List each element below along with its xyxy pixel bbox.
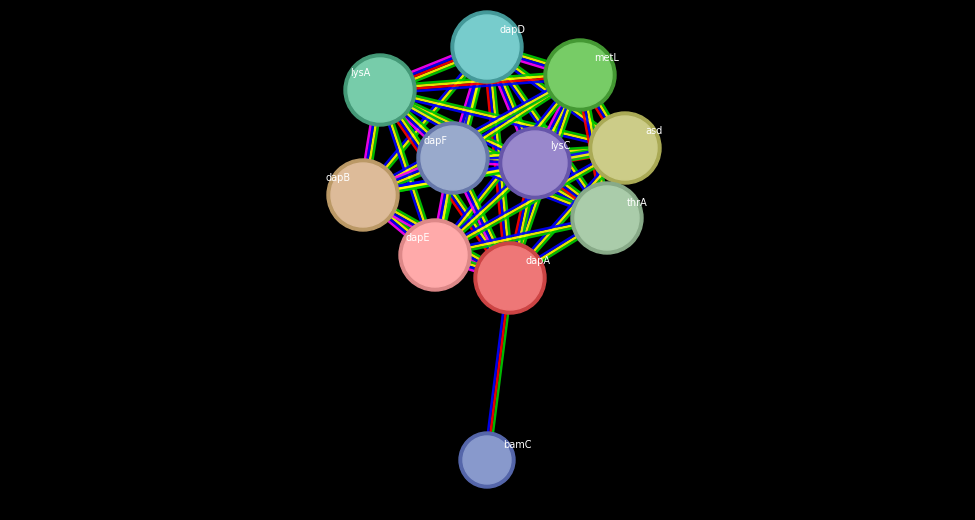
Circle shape (548, 43, 612, 107)
Circle shape (575, 186, 639, 250)
Circle shape (417, 122, 489, 194)
Circle shape (348, 58, 412, 122)
Circle shape (499, 127, 571, 199)
Circle shape (589, 112, 661, 184)
Circle shape (403, 223, 467, 287)
Text: dapD: dapD (499, 25, 525, 35)
Text: lysA: lysA (350, 68, 370, 78)
Circle shape (344, 54, 416, 126)
Circle shape (593, 116, 657, 180)
Text: metL: metL (594, 53, 619, 63)
Text: lysC: lysC (550, 141, 570, 151)
Circle shape (463, 436, 511, 484)
Circle shape (455, 15, 519, 79)
Circle shape (331, 163, 395, 227)
Text: thrA: thrA (627, 198, 647, 208)
Text: dapB: dapB (326, 173, 351, 183)
Circle shape (451, 11, 523, 83)
Circle shape (544, 39, 616, 111)
Circle shape (478, 246, 542, 310)
Circle shape (503, 131, 567, 195)
Text: dapE: dapE (406, 233, 430, 243)
Text: asd: asd (645, 126, 662, 136)
Text: bamC: bamC (503, 440, 531, 450)
Text: dapA: dapA (526, 256, 551, 266)
Circle shape (474, 242, 546, 314)
Circle shape (421, 126, 485, 190)
Text: dapF: dapF (424, 136, 448, 146)
Circle shape (327, 159, 399, 231)
Circle shape (459, 432, 515, 488)
Circle shape (399, 219, 471, 291)
Circle shape (571, 182, 643, 254)
